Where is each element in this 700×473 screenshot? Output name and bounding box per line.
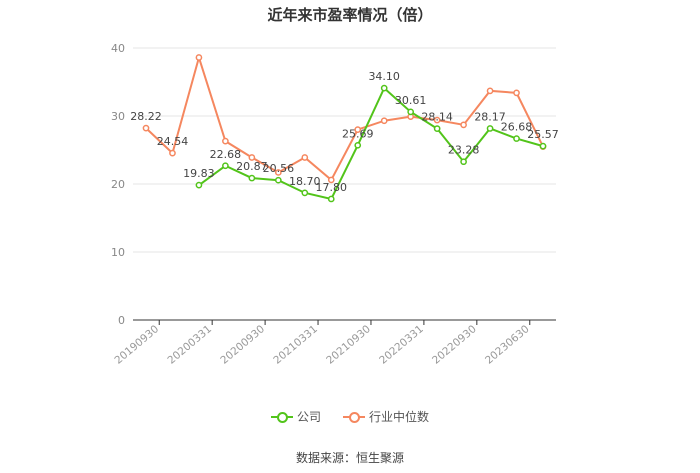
company-data-point bbox=[327, 195, 335, 203]
industry-data-point bbox=[301, 154, 309, 161]
company-series-line bbox=[198, 86, 544, 201]
legend-swatch-industry-median bbox=[343, 411, 365, 423]
company-data-point bbox=[460, 158, 467, 166]
industry-data-point bbox=[354, 126, 362, 133]
company-data-point bbox=[222, 162, 229, 170]
x-tick-label: 20230630 bbox=[483, 323, 532, 367]
x-tick-label: 20200930 bbox=[218, 323, 267, 367]
industry-data-point bbox=[327, 176, 335, 184]
industry-data-point bbox=[142, 124, 150, 132]
company-data-point bbox=[274, 176, 282, 184]
company-data-label: 30.61 bbox=[395, 94, 427, 107]
company-data-label: 25.69 bbox=[342, 127, 374, 140]
company-data-point bbox=[407, 108, 415, 116]
industry-data-label: 24.54 bbox=[157, 135, 189, 148]
industry-data-point bbox=[274, 169, 282, 176]
company-data-label: 22.68 bbox=[210, 148, 242, 161]
company-data-label: 25.57 bbox=[527, 128, 559, 141]
legend-label-industry-median: 行业中位数 bbox=[369, 410, 430, 424]
company-data-label: 17.80 bbox=[316, 181, 348, 194]
company-data-point bbox=[248, 174, 256, 182]
y-tick-label: 20 bbox=[111, 178, 125, 191]
industry-data-point bbox=[248, 154, 256, 161]
company-data-label: 19.83 bbox=[183, 167, 215, 180]
y-tick-label: 0 bbox=[118, 314, 125, 327]
company-data-point bbox=[433, 125, 441, 132]
x-tick-label: 20220930 bbox=[430, 323, 479, 367]
y-tick-label: 40 bbox=[111, 42, 125, 55]
pe-ratio-line-chart: 0 10 20 30 40 20190930 20200331 20200930 2021033… bbox=[111, 42, 559, 367]
company-data-label: 20.56 bbox=[263, 162, 295, 175]
industry-data-point bbox=[486, 87, 494, 95]
industry-data-point bbox=[222, 137, 229, 145]
industry-data-point bbox=[380, 117, 388, 125]
industry-data-label: 28.22 bbox=[130, 110, 162, 123]
company-data-point bbox=[513, 135, 520, 142]
company-data-point bbox=[380, 84, 388, 92]
company-data-label: 34.10 bbox=[368, 70, 400, 83]
legend-label-company: 公司 bbox=[296, 410, 321, 424]
company-data-point bbox=[539, 142, 547, 150]
x-tick-label: 20210331 bbox=[271, 323, 320, 367]
x-tick-label: 20190930 bbox=[113, 323, 162, 367]
legend-swatch-company bbox=[270, 411, 293, 423]
industry-data-point bbox=[169, 149, 176, 157]
company-data-label: 26.68 bbox=[501, 121, 533, 134]
x-tick-label: 20210930 bbox=[324, 323, 373, 367]
data-source-note: 数据来源：恒生聚源 bbox=[295, 451, 404, 465]
company-data-label: 20.87 bbox=[236, 160, 268, 173]
company-data-label: 28.14 bbox=[421, 111, 453, 124]
company-data-point bbox=[354, 141, 362, 149]
company-data-label: 23.28 bbox=[448, 144, 480, 157]
industry-series-line bbox=[145, 54, 544, 182]
y-tick-label: 30 bbox=[111, 110, 125, 123]
legend-item-industry-median[interactable]: 行业中位数 bbox=[343, 408, 429, 425]
company-data-point bbox=[301, 189, 309, 197]
company-data-point bbox=[486, 125, 494, 132]
x-tick-label: 20220331 bbox=[377, 323, 426, 367]
industry-data-point bbox=[513, 89, 520, 97]
legend-item-company[interactable]: 公司 bbox=[270, 408, 321, 425]
y-tick-label: 10 bbox=[111, 246, 125, 259]
industry-data-point bbox=[195, 54, 203, 61]
industry-data-point bbox=[460, 121, 467, 129]
industry-data-point bbox=[433, 116, 441, 124]
company-data-label: 18.70 bbox=[289, 175, 321, 188]
company-data-point bbox=[195, 181, 203, 189]
chart-title: 近年来市盈率情况（倍） bbox=[267, 6, 433, 24]
chart-legend: 公司 行业中位数 bbox=[0, 408, 700, 425]
x-tick-label: 20200331 bbox=[165, 323, 214, 367]
company-data-label: 28.17 bbox=[474, 110, 506, 123]
